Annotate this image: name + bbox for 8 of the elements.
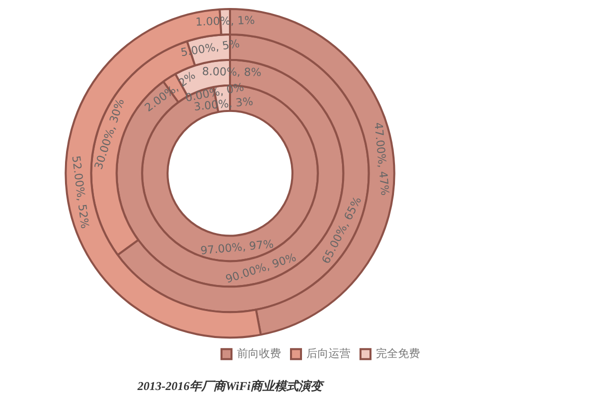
data-label: 52.00%, 52% [69,155,92,230]
legend-label: 后向运营 [306,346,350,360]
data-label: 5.00%, 5% [180,37,241,60]
data-label: 47.00%, 47% [372,122,392,196]
data-label: 97.00%, 97% [200,238,274,258]
legend-label: 前向收费 [237,346,281,360]
legend-label: 完全免费 [376,346,420,360]
text: 2013-2016年厂商WiFi商业模式演变 [136,378,324,393]
